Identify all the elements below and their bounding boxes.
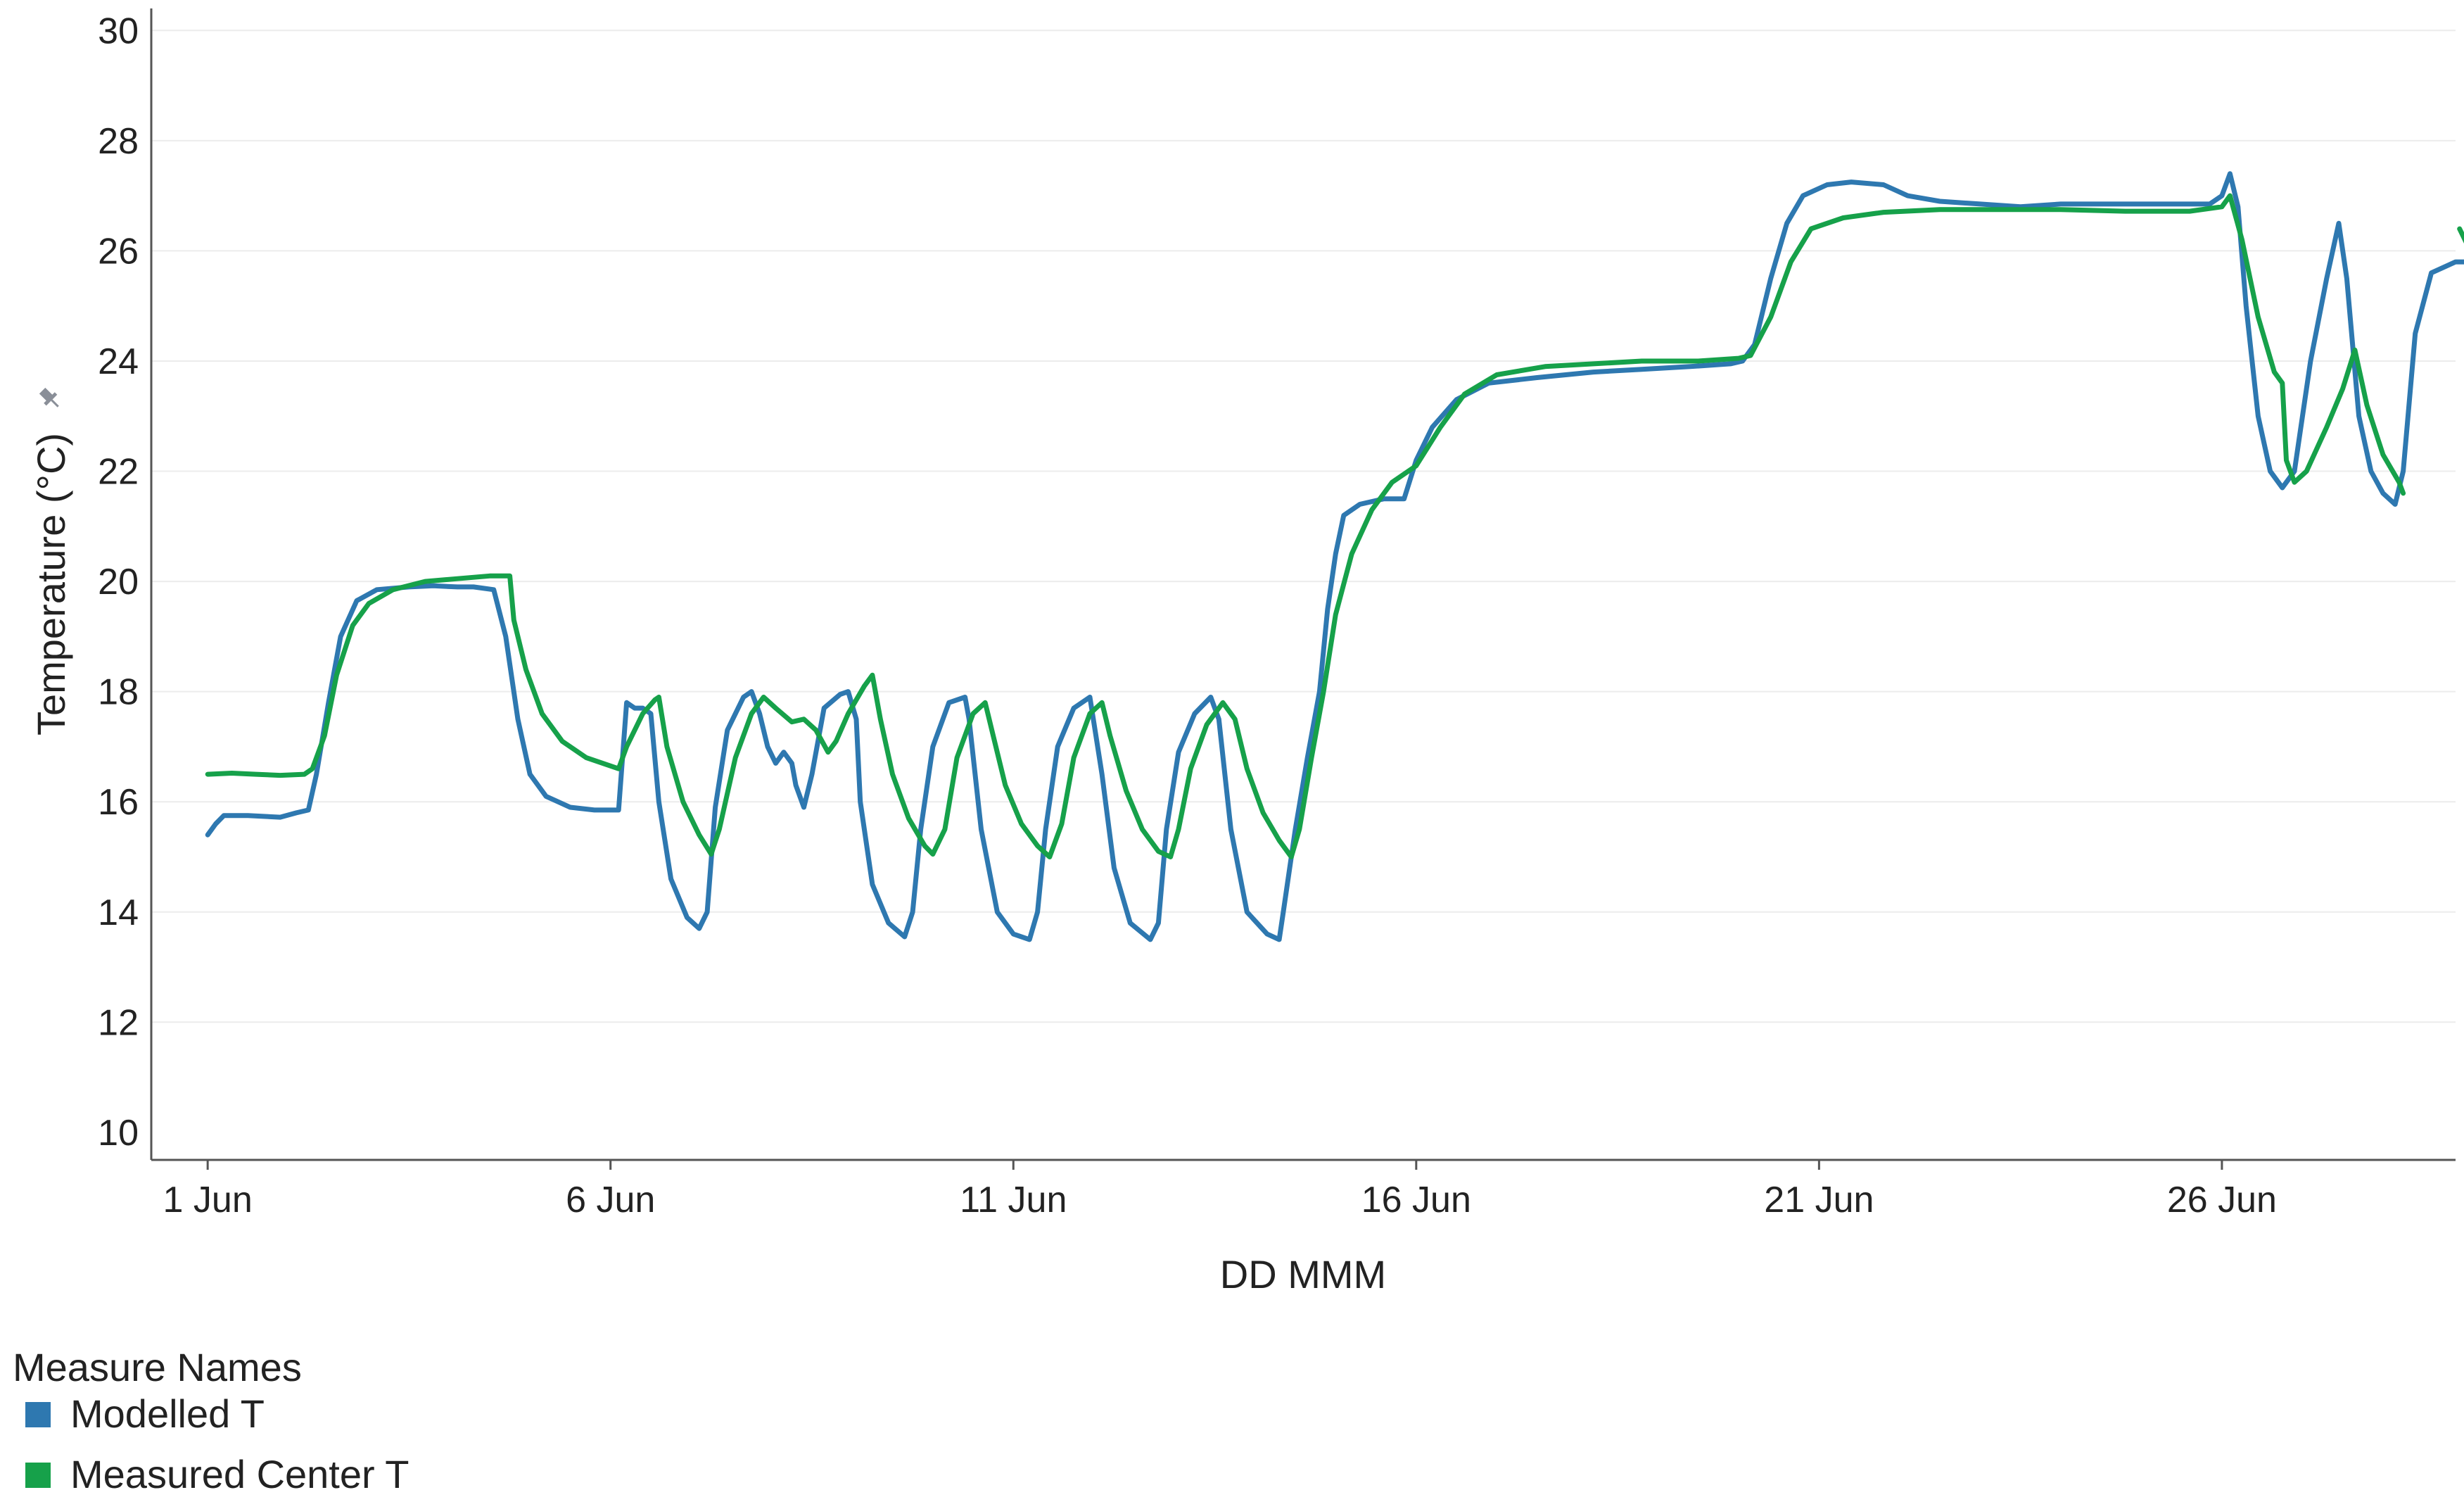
y-tick-label: 20 [98,562,139,602]
series-line-segment [205,171,2464,942]
series-modelled-t [205,171,2464,942]
x-tick-label: 11 Jun [960,1180,1067,1220]
legend-label: Measured Center T [70,1452,409,1496]
x-tick-label: 6 Jun [566,1180,655,1220]
legend-title: Measure Names [13,1345,302,1389]
legend-swatch [25,1402,51,1427]
y-tick-label: 30 [98,11,139,51]
y-tick-label: 12 [98,1002,139,1043]
y-tick-labels: 10 12 14 16 18 20 22 24 26 28 30 [98,11,139,1154]
y-tick-label: 10 [98,1113,139,1154]
y-axis-title: Temperature (°C) [29,433,73,735]
legend: Measure Names Modelled T Measured Center … [13,1345,409,1496]
y-tick-label: 26 [98,231,139,272]
x-tick-label: 21 Jun [1764,1180,1874,1220]
series-line-segment [2457,226,2464,244]
x-tick-label: 26 Jun [2167,1180,2277,1220]
x-tick-label: 1 Jun [163,1180,253,1220]
y-tick-label: 14 [98,892,139,933]
x-axis-title: DD MMM [1220,1252,1386,1296]
y-tick-label: 16 [98,782,139,823]
legend-label: Modelled T [70,1391,265,1436]
legend-items: Modelled T Measured Center T [25,1391,409,1496]
legend-swatch [25,1463,51,1488]
series-measured-center-t [205,193,2464,859]
series-line-segment [205,193,2406,859]
x-tick-label: 16 Jun [1361,1180,1471,1220]
axes [150,8,2456,1161]
pin-icon [39,387,59,408]
gridlines [151,30,2456,1023]
y-tick-label: 24 [98,341,139,382]
y-tick-label: 22 [98,452,139,493]
x-tick-labels: 1 Jun 6 Jun 11 Jun 16 Jun 21 Jun 26 Jun [163,1160,2277,1220]
y-tick-label: 28 [98,121,139,162]
y-tick-label: 18 [98,672,139,713]
series-lines [205,171,2464,942]
